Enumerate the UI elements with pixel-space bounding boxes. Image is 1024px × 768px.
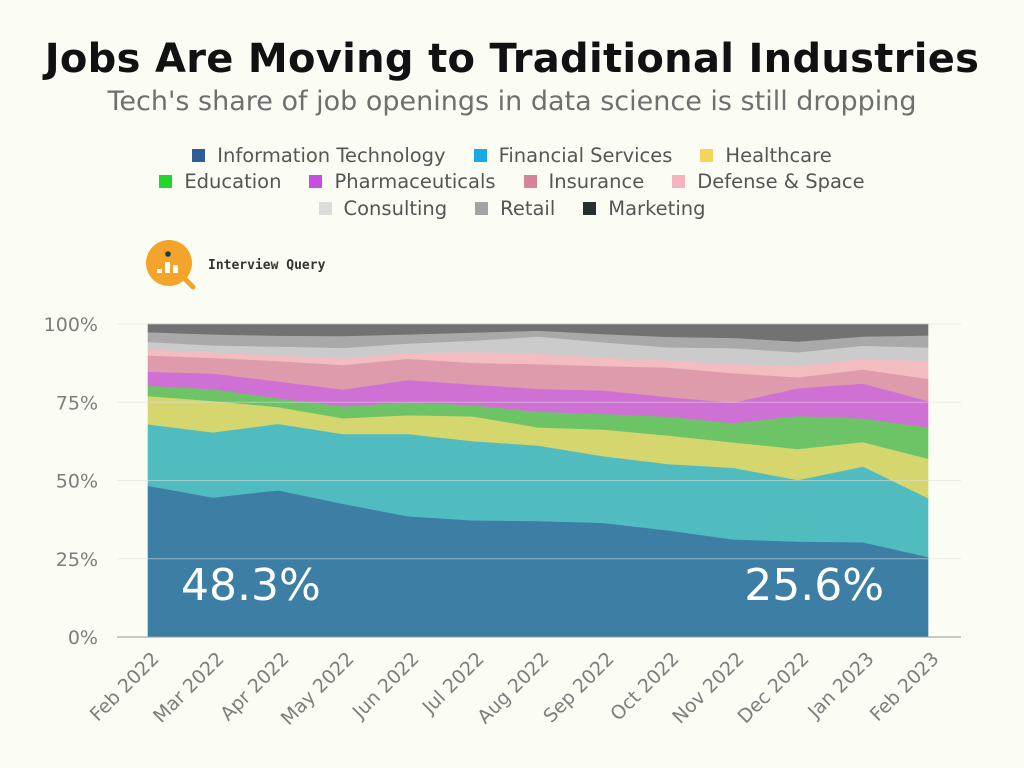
legend-item: Pharmaceuticals	[309, 170, 496, 194]
brand-logo: Interview Query	[146, 240, 325, 290]
chart-title: Jobs Are Moving to Traditional Industrie…	[44, 36, 980, 82]
legend-swatch	[475, 201, 489, 215]
annotation-end-value: 25.6%	[744, 560, 884, 611]
legend-label: Education	[184, 170, 282, 194]
x-tick-label: Aug 2022	[473, 648, 553, 728]
x-tick-label: Mar 2022	[149, 648, 228, 727]
legend-item: Consulting	[318, 196, 448, 220]
legend-label: Defense & Space	[697, 170, 865, 194]
annotation-start-value: 48.3%	[181, 560, 321, 611]
x-tick-label: Sep 2022	[539, 648, 618, 727]
legend-item: Education	[159, 170, 281, 193]
legend-item: Financial Services	[473, 143, 673, 167]
legend-label: Insurance	[548, 170, 645, 194]
legend-swatch	[318, 201, 332, 215]
legend-swatch	[473, 148, 487, 162]
x-tick-label: Feb 2023	[866, 648, 944, 726]
legend-swatch	[159, 175, 173, 189]
legend-label: Retail	[500, 196, 556, 220]
legend-item: Defense & Space	[672, 170, 865, 194]
legend-swatch	[523, 175, 537, 189]
y-tick-label: 50%	[56, 471, 98, 493]
legend-item: Healthcare	[700, 143, 832, 167]
legend-swatch	[309, 175, 323, 189]
legend-label: Financial Services	[498, 143, 673, 167]
legend-label: Marketing	[608, 196, 706, 220]
x-tick-label: Jun 2022	[348, 648, 424, 724]
legend-item: Insurance	[523, 170, 645, 194]
y-tick-label: 100%	[44, 314, 98, 336]
y-tick-label: 75%	[56, 392, 98, 414]
y-tick-label: 0%	[68, 627, 98, 649]
y-tick-label: 25%	[56, 549, 98, 571]
magnifier-chart-icon	[146, 240, 196, 290]
legend-label: Healthcare	[725, 143, 832, 167]
brand-name: Interview Query	[208, 257, 326, 273]
legend-swatch	[700, 148, 714, 162]
legend-label: Consulting	[343, 196, 448, 220]
legend-swatch	[672, 175, 686, 189]
x-tick-label: Dec 2022	[734, 648, 814, 728]
legend-row: Information Technology Financial Services…	[0, 142, 1024, 169]
legend-swatch	[192, 148, 206, 162]
legend-item: Retail	[475, 197, 555, 220]
legend-label: Information Technology	[217, 143, 446, 167]
legend-row: Education Pharmaceuticals Insurance Defense…	[0, 169, 1024, 196]
legend-item: Marketing	[583, 197, 705, 220]
legend-label: Pharmaceuticals	[334, 170, 496, 194]
legend-item: Information Technology	[192, 143, 446, 167]
legend-row: Consulting Retail Marketing	[0, 195, 1024, 222]
chart-subtitle: Tech's share of job openings in data sci…	[107, 86, 917, 117]
legend-swatch	[583, 201, 597, 215]
chart-legend: Information Technology Financial Services…	[0, 142, 1024, 222]
